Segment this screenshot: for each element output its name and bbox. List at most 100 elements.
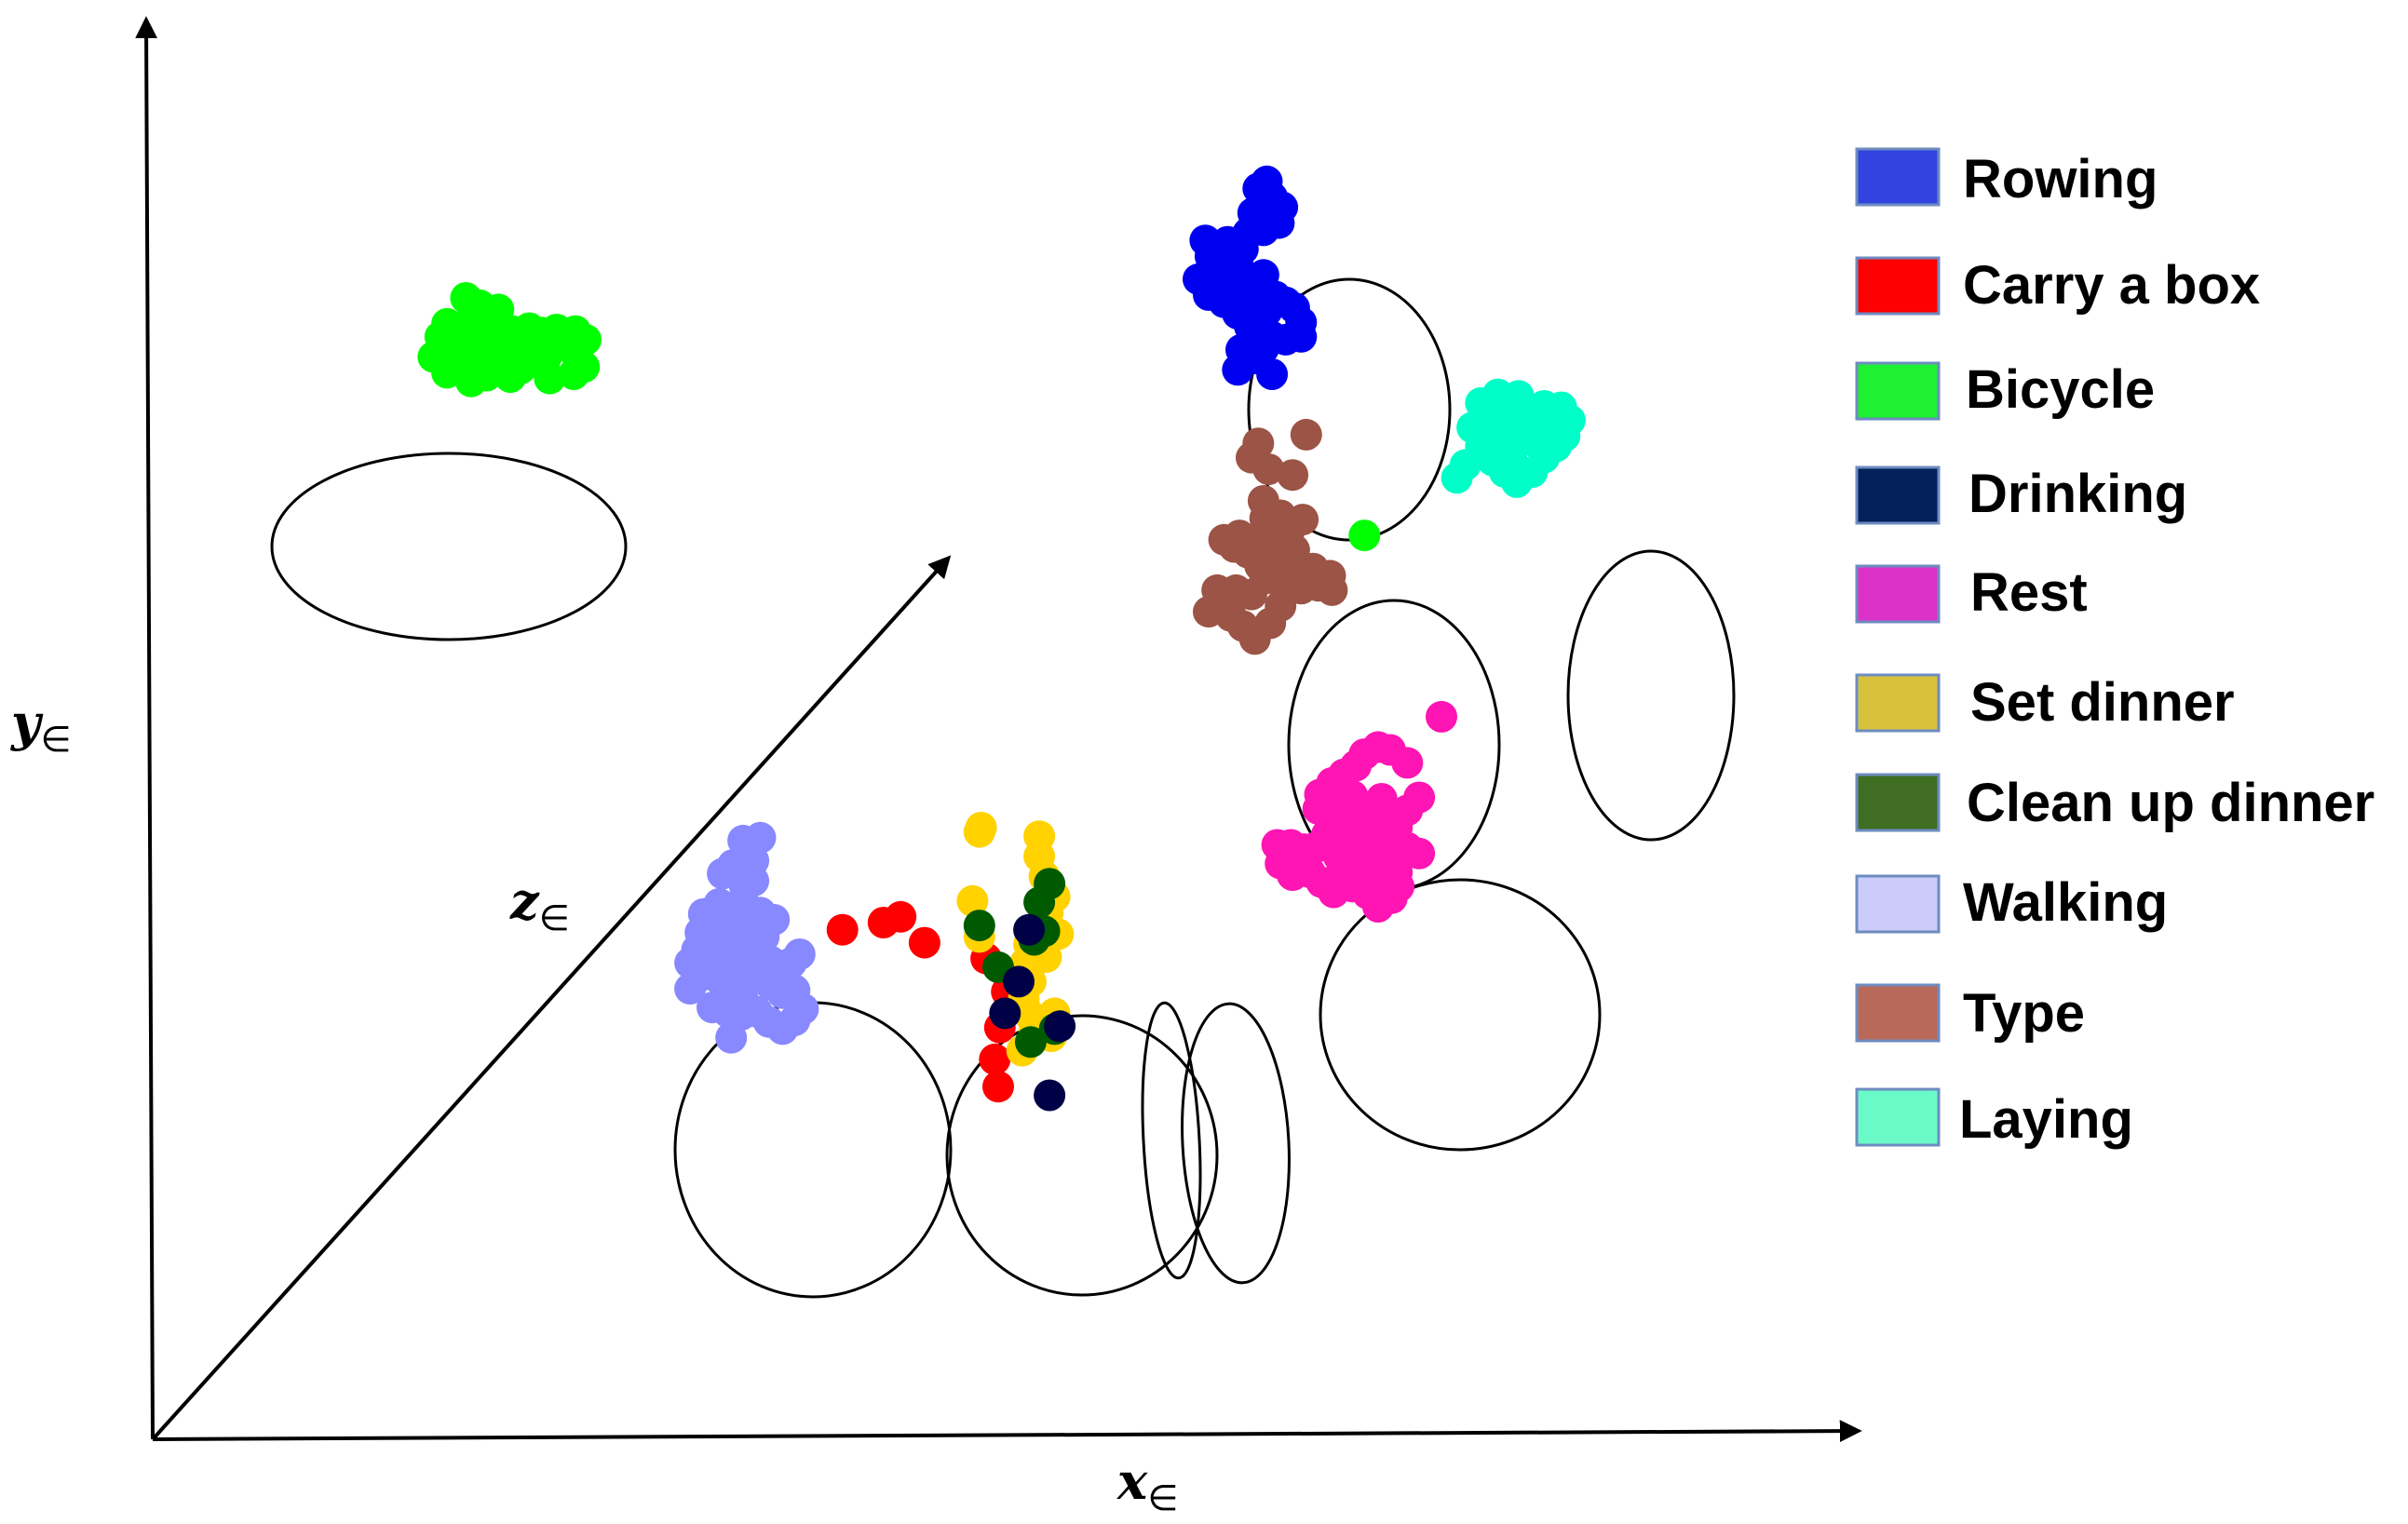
data-point-rest-45	[1353, 862, 1386, 895]
x-axis-label-letter: x	[1116, 1451, 1148, 1511]
data-point-walking-29	[695, 931, 727, 964]
data-point-walking-38	[711, 905, 744, 937]
data-point-carry-a-box-0	[826, 913, 859, 946]
cluster-outline-walking	[673, 1001, 953, 1299]
data-point-drinking-2	[1013, 913, 1046, 946]
y-axis-label: y∈	[10, 693, 72, 760]
x-axis-label-subscript: ∈	[1147, 1477, 1178, 1518]
legend-label-bicycle: Bicycle	[1966, 359, 2155, 420]
data-point-type-29	[1277, 459, 1309, 492]
data-point-rowing-34	[1211, 225, 1244, 258]
legend-label-drinking: Drinking	[1968, 464, 2187, 524]
data-point-laying-23	[1540, 407, 1573, 439]
legend-label-rest: Rest	[1970, 562, 2088, 623]
legend-swatch-type	[1855, 983, 1941, 1043]
legend-label-clean-up-dinner: Clean up dinner	[1967, 773, 2374, 833]
data-point-rest-39	[1403, 781, 1436, 814]
data-point-rowing-36	[1236, 276, 1267, 308]
data-point-clean-up-dinner-2	[963, 910, 995, 942]
legend-label-carry-a-box: Carry a box	[1963, 255, 2260, 316]
series-drinking	[989, 913, 1076, 1112]
legend-swatch-clean-up-dinner	[1855, 773, 1941, 832]
series-laying	[1441, 378, 1586, 498]
data-point-laying-27	[1441, 462, 1473, 494]
cluster-outline-clean-up-dinner	[1181, 1002, 1291, 1285]
data-point-clean-up-dinner-1	[1023, 886, 1056, 919]
data-point-type-32	[1242, 427, 1275, 460]
legend-item-clean-up-dinner: Clean up dinner	[1855, 773, 2374, 833]
cluster-outline-carry-a-box	[945, 1014, 1219, 1297]
data-point-bicycle-0	[1348, 519, 1381, 552]
legend-label-set-dinner: Set dinner	[1970, 672, 2235, 733]
legend-item-bicycle: Bicycle	[1855, 359, 2155, 421]
data-point-clean-up-dinner-6	[1014, 1026, 1047, 1059]
data-point-bicycle-36	[513, 344, 546, 376]
data-point-set-dinner-1	[963, 816, 995, 848]
legend-label-walking: Walking	[1963, 872, 2168, 933]
data-point-laying-18	[1456, 411, 1489, 444]
legend-item-walking: Walking	[1855, 872, 2168, 934]
data-point-drinking-1	[1003, 965, 1035, 998]
data-point-walking-49	[728, 870, 761, 903]
series-bicycle	[1348, 519, 1381, 552]
legend-label-rowing: Rowing	[1963, 149, 2158, 209]
data-points	[417, 165, 1586, 1112]
z-axis-label: z∈	[509, 871, 570, 938]
data-point-bicycle-28	[431, 357, 464, 389]
data-point-drinking-3	[1044, 1010, 1076, 1043]
data-point-laying-25	[1495, 438, 1528, 469]
data-point-type-35	[1249, 502, 1281, 534]
data-point-carry-a-box-2	[885, 900, 917, 933]
y-axis	[135, 16, 158, 1440]
y-axis-label-subscript: ∈	[40, 719, 71, 760]
legend-swatch-walking	[1855, 874, 1941, 934]
legend-swatch-rest	[1855, 564, 1941, 624]
legend-swatch-rowing	[1855, 147, 1941, 207]
y-axis-label-letter: y	[10, 693, 44, 752]
data-point-carry-a-box-9	[982, 1071, 1014, 1103]
legend-item-type: Type	[1855, 983, 2085, 1044]
data-point-rest-43	[1365, 783, 1398, 815]
data-point-type-34	[1287, 504, 1319, 536]
legend-item-carry-a-box: Carry a box	[1855, 255, 2260, 316]
data-point-carry-a-box-3	[908, 926, 940, 959]
data-point-rowing-31	[1222, 354, 1254, 386]
legend-item-rowing: Rowing	[1855, 147, 2158, 209]
data-point-bicycle-38	[462, 333, 494, 366]
legend-label-type: Type	[1963, 983, 2085, 1044]
series-type	[1193, 418, 1348, 655]
data-point-laying-20	[1481, 378, 1514, 411]
x-axis-label: x∈	[1116, 1451, 1178, 1518]
cluster-outline-rest	[1319, 878, 1602, 1152]
data-point-bicycle-33	[534, 362, 566, 395]
z-axis-label-letter: z	[509, 871, 540, 931]
legend-item-set-dinner: Set dinner	[1855, 672, 2235, 733]
cluster-outline-set-dinner	[1141, 1001, 1202, 1280]
data-point-rowing-32	[1256, 358, 1289, 390]
data-point-type-33	[1290, 418, 1322, 451]
data-point-rest-47	[1322, 840, 1355, 872]
legend-item-rest: Rest	[1855, 562, 2088, 624]
cluster-outline-laying	[1566, 549, 1736, 842]
legend-swatch-set-dinner	[1855, 673, 1941, 733]
z-axis	[151, 555, 952, 1441]
legend-swatch-carry-a-box	[1855, 256, 1941, 316]
legend-swatch-laying	[1855, 1087, 1941, 1147]
cluster-outline-rowing	[1247, 277, 1452, 542]
data-point-walking-37	[687, 897, 720, 930]
legend-swatch-drinking	[1855, 465, 1941, 525]
series-rest	[1261, 700, 1457, 923]
cluster-outlines	[270, 277, 1736, 1299]
legend-item-drinking: Drinking	[1855, 464, 2187, 525]
cluster-outline-bicycle	[270, 452, 628, 641]
data-point-walking-42	[715, 1021, 748, 1054]
data-point-walking-21	[783, 938, 816, 970]
legend: Rowing Carry a box Bicycle Drinking Rest…	[1855, 147, 2374, 1150]
data-point-carry-a-box-8	[979, 1043, 1011, 1075]
data-point-set-dinner-19	[956, 884, 989, 917]
data-point-type-36	[1278, 533, 1310, 566]
data-point-walking-11	[674, 973, 707, 1005]
data-point-bicycle-35	[568, 351, 601, 384]
series-bicycle	[417, 282, 602, 398]
